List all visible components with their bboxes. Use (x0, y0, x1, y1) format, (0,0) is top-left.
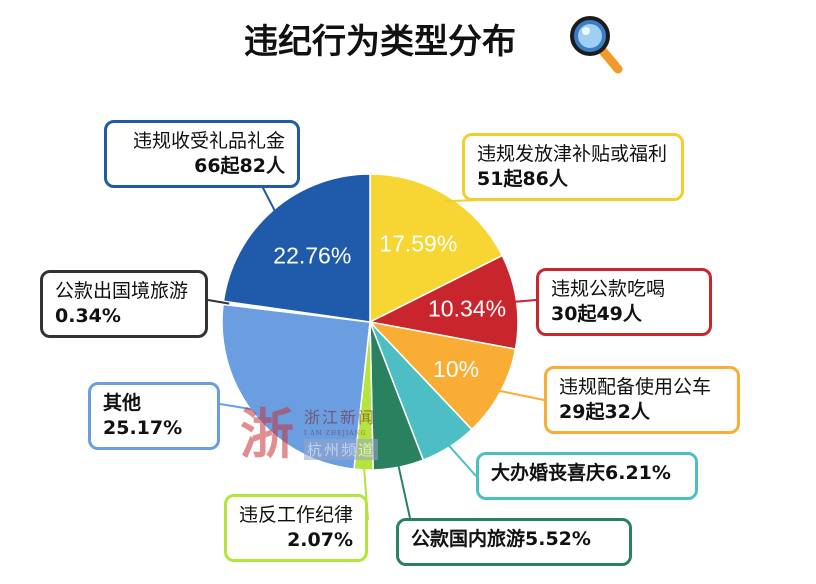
slice-9-callout-line-1: 违规收受礼品礼金 (132, 130, 285, 152)
slice-3 (367, 320, 517, 431)
slice-8-callout-line-2: 0.34% (55, 305, 121, 327)
slice-9-value-label: 22.76% (273, 243, 351, 269)
slice-5-callout: 公款国内旅游5.52% (396, 518, 632, 566)
slice-4-callout: 大办婚丧喜庆6.21% (476, 452, 698, 500)
watermark-line2: I AM ZHEJIANG (304, 430, 367, 437)
slice-2-callout-line-1: 违规公款吃喝 (551, 278, 666, 300)
slice-3-leader-line (494, 388, 545, 401)
slice-8-leader-line (207, 299, 230, 305)
slice-7-callout: 其他25.17% (88, 382, 220, 450)
slice-2-leader-line (510, 299, 537, 304)
watermark-logo: 浙 (240, 402, 294, 466)
slice-9-callout: 违规收受礼品礼金 66起82人 (104, 120, 300, 188)
slice-4-callout-line-1: 大办婚丧喜庆6.21% (491, 462, 671, 484)
slice-3-callout-line-2: 29起32人 (559, 401, 650, 423)
watermark-text: 浙江新闻 I AM ZHEJIANG 杭州频道 (304, 404, 379, 460)
slice-3-callout: 违规配备使用公车 29起32人 (544, 366, 740, 434)
watermark-line1: 浙江新闻 (304, 408, 377, 427)
chart-title: 违纪行为类型分布 (244, 22, 516, 62)
slice-5-callout-line-1: 公款国内旅游5.52% (411, 528, 591, 550)
slice-9-leader-line (261, 185, 278, 216)
slice-3-callout-line-1: 违规配备使用公车 (559, 376, 712, 398)
slice-7-leader-line (219, 403, 259, 412)
slice-6-callout-line-1: 违反工作纪律 (239, 504, 354, 526)
slice-8-callout-line-1: 公款出国境旅游 (55, 280, 189, 302)
magnifier-icon (570, 16, 623, 74)
slice-5-leader-line (396, 461, 411, 519)
slice-1 (369, 173, 504, 324)
slice-1-callout: 违规发放津补贴或福利 51起86人 (462, 133, 684, 201)
slice-1-value-label: 17.59% (379, 231, 457, 257)
slice-6-callout: 违反工作纪律 2.07% (224, 494, 368, 562)
slice-2-value-label: 10.34% (428, 295, 506, 321)
slice-2-callout-line-2: 30起49人 (551, 303, 642, 325)
slice-1-callout-line-1: 违规发放津补贴或福利 (477, 143, 668, 165)
slice-3-value-label: 10% (433, 356, 479, 382)
slice-2-callout: 违规公款吃喝 30起49人 (536, 268, 712, 336)
watermark: 浙 浙江新闻 I AM ZHEJIANG 杭州频道 (236, 402, 386, 472)
slice-6-callout-line-2: 2.07% (287, 529, 353, 551)
slice-9-callout-line-2: 66起82人 (194, 155, 285, 177)
slice-9 (222, 173, 371, 323)
slice-1-callout-line-2: 51起86人 (477, 168, 568, 190)
watermark-line3: 杭州频道 (304, 439, 379, 460)
slice-7-callout-line-1: 其他25.17% (103, 392, 183, 439)
slice-7 (221, 303, 371, 470)
slice-8-callout: 公款出国境旅游 0.34% (40, 270, 208, 338)
slice-4-leader-line (445, 441, 477, 477)
